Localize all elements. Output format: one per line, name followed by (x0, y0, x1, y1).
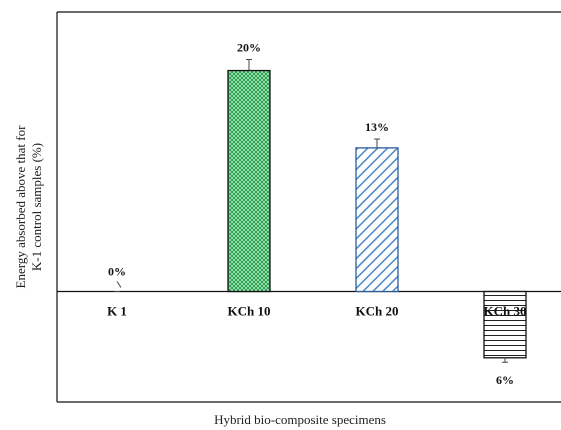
error-bar-kch30 (502, 357, 508, 363)
x-axis-title: Hybrid bio-composite specimens (214, 412, 386, 427)
bar-kch20 (355, 147, 399, 293)
category-label-kch10: KCh 10 (228, 304, 271, 319)
error-bar-k1 (114, 281, 122, 293)
y-axis-title-line-1: Energy absorbed above that for (13, 125, 28, 289)
error-bar-kch10 (246, 59, 252, 71)
value-label-kch10: 20% (237, 41, 261, 55)
y-axis-title-line-2: K-1 control samples (%) (29, 143, 44, 271)
value-label-kch30: 6% (496, 373, 514, 387)
category-label-k1: K 1 (107, 304, 127, 319)
bar-kch30 (483, 290, 527, 359)
error-bar-stem (116, 281, 122, 288)
bar-kch10 (227, 69, 271, 293)
value-label-kch20: 13% (365, 120, 389, 134)
value-label-k1: 0% (108, 265, 126, 279)
error-bar-kch20 (374, 138, 380, 148)
category-label-kch30: KCh 30 (484, 304, 527, 319)
category-label-kch20: KCh 20 (356, 304, 399, 319)
